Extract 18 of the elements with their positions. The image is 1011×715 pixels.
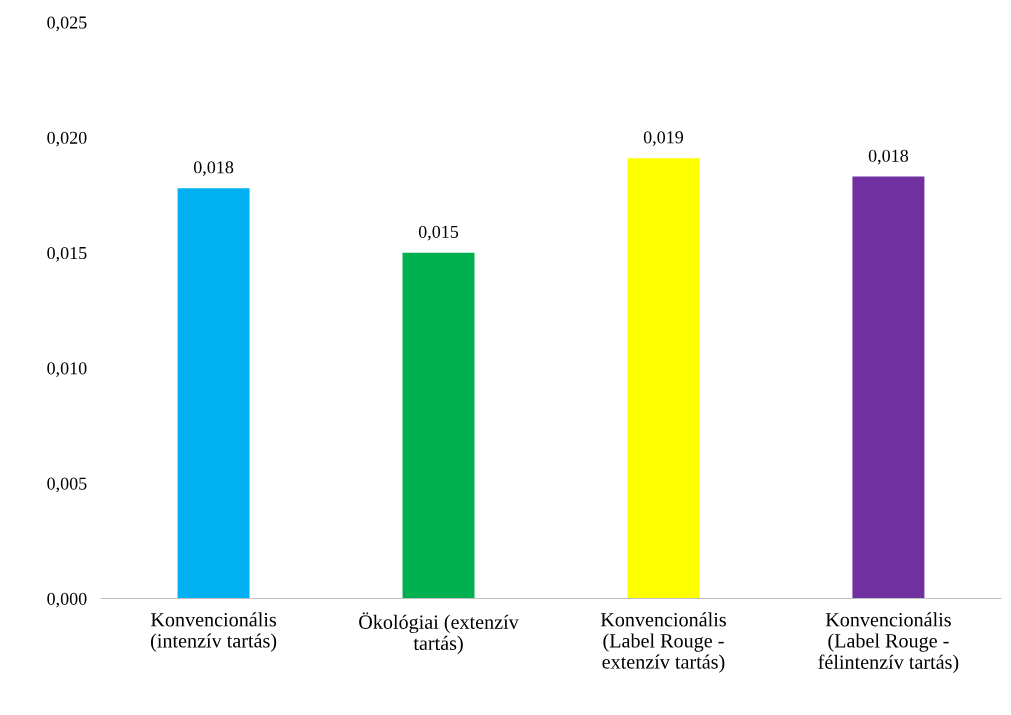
y-tick-label: 0,015 (47, 246, 87, 262)
bar (177, 188, 250, 599)
data-label: 0,018 (193, 161, 234, 176)
y-tick-label: 0,020 (47, 131, 87, 147)
bar (852, 176, 925, 599)
data-label: 0,018 (868, 149, 909, 165)
x-tick-label: Konvencionális (Label Rouge - félintenzív tartás) (818, 612, 959, 674)
y-tick-label: 0,025 (47, 16, 87, 32)
y-tick-label: 0,000 (47, 592, 87, 608)
x-tick-label: Konvencionális (intenzív tartás) (150, 612, 277, 652)
data-label: 0,015 (418, 225, 459, 241)
x-tick-label: Ökológiai (extenzív tartás) (359, 612, 519, 655)
y-tick-label: 0,010 (47, 362, 87, 377)
y-tick-label: 0,005 (47, 477, 87, 493)
bar (627, 158, 700, 599)
x-tick-label: Konvencionális (Label Rouge - extenzív tartás) (600, 612, 726, 673)
data-label: 0,019 (643, 131, 684, 146)
bar (402, 252, 475, 599)
